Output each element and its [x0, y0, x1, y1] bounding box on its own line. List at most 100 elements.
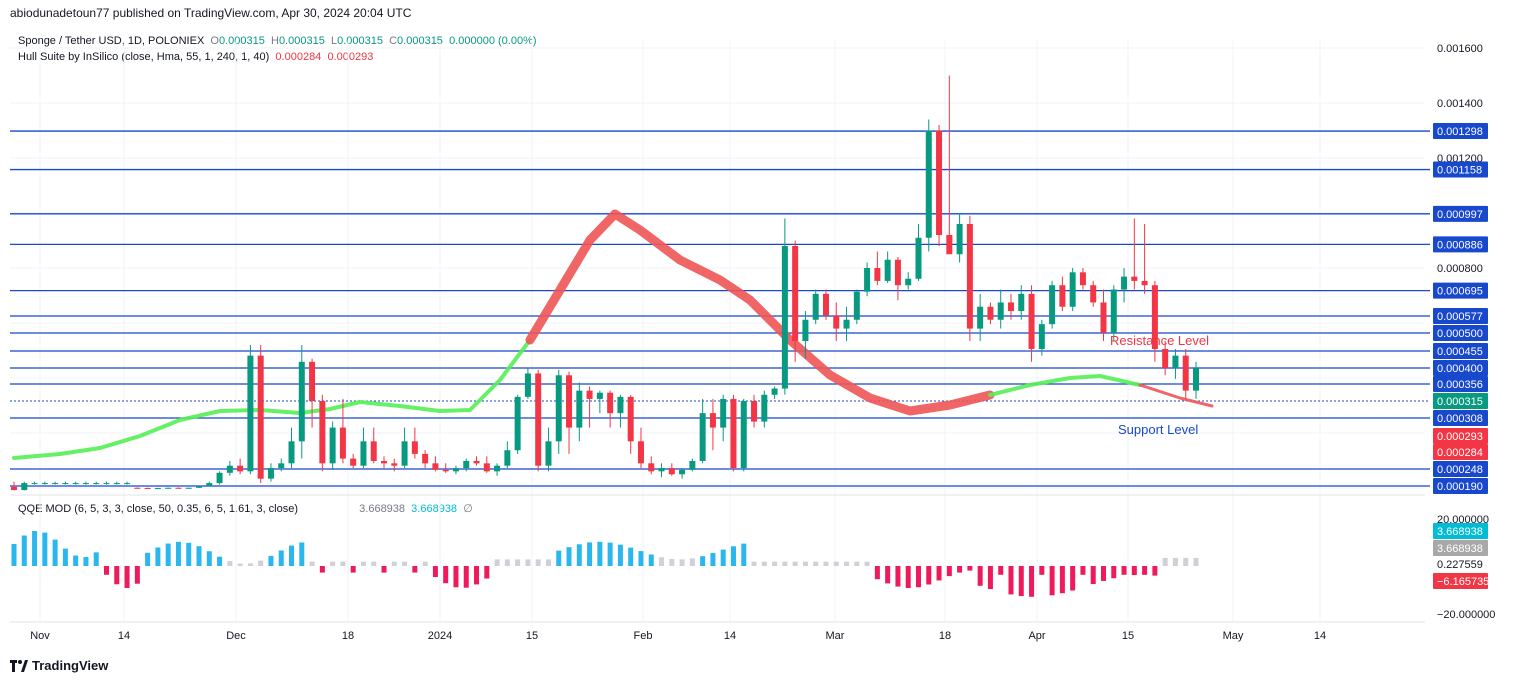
qqe-bar: [402, 561, 408, 566]
tradingview-brand[interactable]: TradingView: [10, 658, 108, 673]
qqe-bar: [1111, 566, 1117, 579]
indicator-name[interactable]: Hull Suite by InSilico (close, Hma, 55, …: [18, 51, 270, 63]
price-marker-label: 0.000293: [1437, 431, 1483, 443]
candle-body: [1018, 293, 1025, 312]
candle-body: [473, 460, 480, 464]
time-tick: May: [1223, 630, 1244, 642]
qqe-bar: [782, 561, 788, 566]
time-tick: 2024: [428, 630, 452, 642]
candle: [771, 386, 778, 399]
candle: [894, 257, 901, 301]
candle: [257, 345, 264, 484]
candle-body: [894, 259, 901, 286]
candle: [72, 481, 79, 485]
candle: [113, 481, 120, 485]
hull-band-up: [12, 338, 532, 460]
candle: [11, 481, 17, 491]
qqe-bar: [319, 566, 325, 573]
qqe-visibility-icon[interactable]: ∅: [463, 503, 473, 515]
candle: [905, 272, 912, 290]
level-tag-label: 0.000455: [1437, 346, 1483, 358]
candle: [463, 458, 470, 472]
candle-body: [812, 293, 819, 320]
price-marker: [1433, 393, 1488, 409]
qqe-bar: [443, 566, 449, 584]
qqe-bar: [1049, 566, 1055, 596]
qqe-bar: [289, 545, 295, 566]
candle: [987, 302, 994, 325]
candle: [226, 460, 233, 476]
candle-body: [781, 246, 788, 389]
candle: [329, 421, 336, 470]
candle-body: [884, 259, 891, 281]
qqe-bar: [350, 566, 356, 573]
candle: [555, 369, 562, 454]
time-tick: Mar: [826, 630, 845, 642]
candle-body: [93, 483, 100, 485]
candle-body: [679, 469, 686, 475]
price-tick: 0.000800: [1437, 263, 1483, 275]
candle-body: [1059, 285, 1066, 307]
qqe-bar: [134, 566, 140, 584]
candle-body: [452, 468, 459, 472]
hull-band-down: [525, 209, 995, 416]
candle-body: [422, 453, 429, 464]
candle-body: [432, 463, 439, 470]
level-tag-label: 0.000500: [1437, 328, 1483, 340]
qqe-bar: [864, 561, 870, 566]
candle: [936, 125, 943, 246]
candle: [648, 456, 655, 475]
candle: [586, 386, 593, 428]
qqe-bar: [155, 547, 161, 566]
qqe-bar: [535, 559, 541, 566]
candle-body: [185, 487, 192, 489]
qqe-bar: [905, 566, 911, 588]
qqe-bar: [463, 566, 469, 588]
low-label: L: [330, 35, 338, 47]
level-tag: [1433, 325, 1488, 341]
candle: [874, 251, 881, 286]
candle-body: [124, 483, 131, 485]
qqe-bar: [196, 546, 202, 566]
qqe-bar: [751, 561, 757, 566]
candle: [596, 390, 603, 414]
qqe-bar: [1080, 566, 1086, 575]
qqe-bar: [700, 556, 706, 566]
qqe-bar: [566, 547, 572, 566]
candle-body: [1090, 285, 1097, 303]
candle-body: [514, 396, 521, 451]
candle-body: [11, 486, 17, 491]
indicator-value-1: 0.000284: [275, 51, 322, 63]
candle-body: [21, 483, 28, 491]
candle: [442, 463, 449, 473]
qqe-bar: [885, 566, 891, 584]
indicator-value-2: 0.000293: [327, 51, 374, 63]
candle: [864, 262, 871, 296]
candle-body: [1193, 368, 1199, 391]
candle-body: [833, 315, 840, 329]
time-tick: 15: [1122, 630, 1134, 642]
candle-body: [339, 427, 346, 459]
qqe-bar: [391, 561, 397, 566]
level-tag-label: 0.000400: [1437, 363, 1483, 375]
candle: [432, 456, 439, 472]
qqe-name[interactable]: QQE MOD (6, 5, 3, 3, close, 50, 0.35, 6,…: [18, 503, 299, 515]
qqe-bar: [504, 559, 510, 566]
candle-body: [535, 373, 542, 466]
candle: [360, 427, 367, 469]
symbol-name[interactable]: Sponge / Tether USD, 1D, POLONIEX: [18, 35, 205, 47]
qqe-marker: [1433, 540, 1488, 556]
candle: [1079, 268, 1086, 290]
qqe-bar: [833, 561, 839, 566]
candle-body: [576, 390, 583, 428]
candle: [62, 481, 69, 485]
high-label: H: [270, 35, 279, 47]
qqe-bar: [1070, 566, 1076, 591]
candle: [452, 465, 459, 475]
candle: [93, 481, 100, 485]
publisher-line: abiodunadetoun77 published on TradingVie…: [10, 6, 412, 20]
candle-body: [843, 319, 850, 329]
candle: [41, 481, 48, 485]
candle-body: [309, 361, 316, 401]
